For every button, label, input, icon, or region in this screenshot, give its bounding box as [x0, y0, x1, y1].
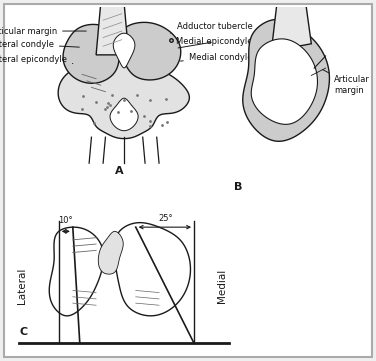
Polygon shape — [113, 33, 135, 68]
Polygon shape — [98, 231, 123, 274]
Text: B: B — [234, 182, 243, 192]
Text: Medial epicondyle: Medial epicondyle — [176, 38, 252, 48]
Polygon shape — [271, 3, 311, 51]
Text: 25°: 25° — [159, 214, 173, 223]
Polygon shape — [110, 98, 138, 131]
Text: Adductor tubercle: Adductor tubercle — [171, 22, 252, 33]
Text: Medial condyle: Medial condyle — [180, 53, 252, 61]
Text: Lateral epicondyle: Lateral epicondyle — [0, 55, 73, 64]
Text: Articular margin: Articular margin — [0, 27, 86, 35]
Text: C: C — [19, 327, 27, 337]
Text: Articular
margin: Articular margin — [322, 69, 370, 95]
Text: 10°: 10° — [59, 216, 73, 225]
Text: Lateral condyle: Lateral condyle — [0, 40, 79, 48]
Text: A: A — [115, 166, 124, 176]
Polygon shape — [120, 22, 181, 80]
Polygon shape — [243, 19, 329, 141]
Polygon shape — [49, 227, 103, 316]
Text: Lateral: Lateral — [17, 268, 26, 304]
Polygon shape — [96, 3, 129, 55]
Polygon shape — [63, 25, 120, 83]
Polygon shape — [251, 39, 317, 124]
FancyBboxPatch shape — [4, 4, 372, 357]
Text: Medial: Medial — [217, 269, 227, 303]
Polygon shape — [58, 61, 190, 139]
Polygon shape — [114, 223, 191, 316]
